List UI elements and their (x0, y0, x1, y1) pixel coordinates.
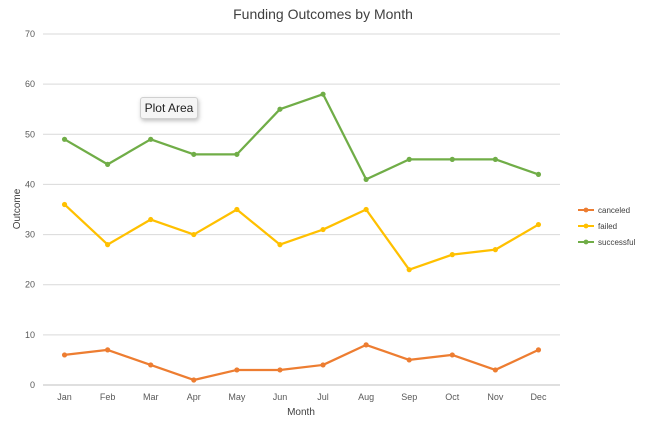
x-tick-label: May (228, 392, 246, 402)
data-point (320, 91, 326, 97)
data-point (191, 151, 197, 157)
data-point (320, 362, 326, 368)
data-point (191, 377, 197, 383)
x-tick-labels: Jan Feb Mar Apr May Jun Jul Aug Sep Oct Nov Dec (57, 392, 547, 402)
legend-swatch-marker (583, 207, 589, 213)
data-point (191, 231, 197, 238)
series-line (63, 93, 539, 181)
series-canceled (61, 342, 542, 383)
legend-swatch-marker (583, 223, 589, 229)
data-point (234, 367, 240, 373)
legend-label: canceled (598, 206, 630, 215)
data-point (449, 352, 455, 358)
legend-item-failed: failed (578, 222, 617, 231)
y-tick-label: 10 (25, 330, 35, 340)
data-point (535, 171, 542, 177)
x-tick-label: Nov (487, 392, 504, 402)
y-tick-label: 20 (25, 280, 35, 290)
plot-area-tooltip: Plot Area (140, 97, 198, 119)
gridlines (43, 33, 560, 386)
series-successful (61, 91, 542, 183)
data-point (105, 347, 111, 353)
chart-title: Funding Outcomes by Month (233, 6, 413, 22)
data-point (449, 156, 455, 162)
data-point (148, 362, 154, 368)
y-axis-label: Outcome (12, 188, 23, 229)
series-line (64, 343, 539, 382)
data-point (535, 221, 542, 228)
legend: canceled failed successful (578, 206, 636, 247)
data-point (277, 106, 283, 112)
x-tick-label: Mar (143, 392, 159, 402)
y-tick-label: 40 (25, 179, 35, 189)
data-point (277, 367, 283, 373)
y-tick-label: 0 (30, 380, 35, 390)
legend-label: successful (598, 238, 636, 247)
series-line (63, 203, 540, 271)
data-point (363, 176, 369, 183)
data-point (277, 242, 283, 248)
x-tick-label: Apr (187, 392, 201, 402)
x-tick-label: Oct (445, 392, 460, 402)
y-tick-label: 30 (25, 230, 35, 240)
data-point (61, 352, 68, 358)
data-point (492, 156, 498, 162)
x-axis-label: Month (287, 407, 315, 418)
series-lines (61, 91, 542, 383)
data-point (148, 136, 154, 142)
data-point (234, 151, 240, 157)
y-tick-label: 50 (25, 129, 35, 139)
legend-item-successful: successful (578, 238, 636, 247)
data-point (105, 242, 111, 248)
data-point (61, 136, 68, 142)
data-point (492, 367, 498, 373)
x-tick-label: Dec (530, 392, 547, 402)
data-point (61, 201, 68, 208)
x-tick-label: Sep (401, 392, 417, 402)
x-tick-label: Jul (317, 392, 329, 402)
data-point (105, 161, 111, 167)
x-tick-label: Feb (100, 392, 116, 402)
x-tick-label: Jun (273, 392, 288, 402)
data-point (363, 206, 369, 213)
legend-swatch-marker (583, 239, 589, 245)
data-point (320, 226, 326, 233)
data-point (148, 216, 154, 223)
data-point (535, 347, 542, 353)
x-tick-label: Jan (57, 392, 72, 402)
x-tick-label: Aug (358, 392, 374, 402)
data-point (406, 156, 412, 162)
legend-item-canceled: canceled (578, 206, 630, 215)
legend-label: failed (598, 222, 617, 231)
data-point (492, 247, 498, 253)
series-failed (61, 201, 542, 273)
data-point (406, 267, 412, 273)
data-point (406, 357, 412, 363)
y-tick-label: 60 (25, 79, 35, 89)
data-point (363, 342, 369, 348)
y-tick-labels: 0 10 20 30 40 50 60 70 (25, 29, 35, 390)
data-point (449, 252, 455, 258)
y-tick-label: 70 (25, 29, 35, 39)
data-point (234, 206, 240, 213)
